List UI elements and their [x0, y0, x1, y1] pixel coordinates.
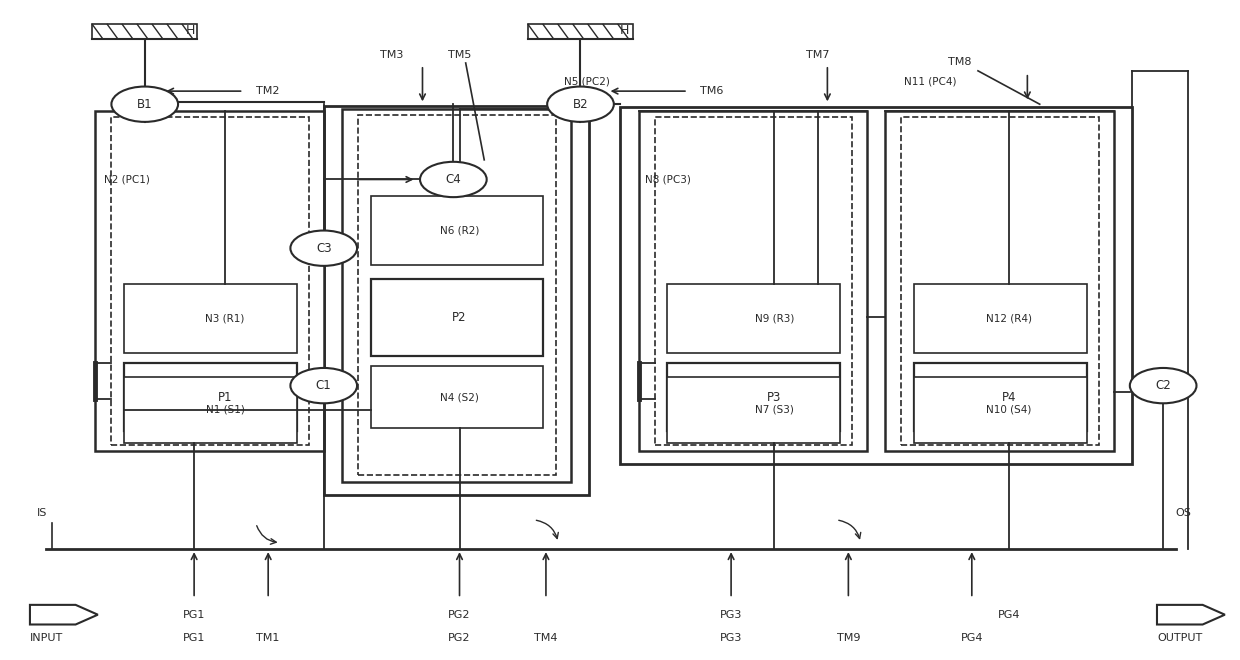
Text: TM2: TM2 [255, 86, 279, 96]
Text: P1: P1 [218, 391, 232, 403]
FancyArrow shape [1157, 605, 1225, 624]
Text: PG2: PG2 [449, 632, 471, 643]
Text: TM5: TM5 [448, 50, 471, 60]
Text: TM6: TM6 [701, 86, 724, 96]
Bar [371, 279, 543, 356]
Circle shape [1130, 368, 1197, 403]
Bar [914, 377, 1086, 443]
Bar [92, 24, 197, 39]
Text: PG4: PG4 [998, 610, 1021, 620]
Bar [371, 366, 543, 428]
Text: N12 (R4): N12 (R4) [986, 314, 1032, 323]
Text: PG4: PG4 [961, 632, 983, 643]
Text: P2: P2 [453, 311, 466, 324]
Circle shape [420, 162, 486, 197]
Bar [95, 111, 324, 451]
Text: N3 (R1): N3 (R1) [206, 314, 244, 323]
Text: TM7: TM7 [806, 50, 830, 60]
Text: PG2: PG2 [449, 610, 471, 620]
Bar [371, 196, 543, 265]
Bar [124, 284, 296, 353]
Text: B1: B1 [136, 98, 153, 111]
Bar [639, 111, 867, 451]
Text: H: H [620, 24, 630, 37]
Text: TM1: TM1 [257, 632, 280, 643]
Text: TM9: TM9 [837, 632, 861, 643]
Text: C4: C4 [445, 173, 461, 186]
Text: OUTPUT: OUTPUT [1157, 632, 1203, 643]
Bar [885, 111, 1114, 451]
Text: N2 (PC1): N2 (PC1) [104, 174, 150, 185]
Bar [528, 24, 632, 39]
Text: N5 (PC2): N5 (PC2) [564, 77, 610, 86]
Text: C3: C3 [316, 242, 331, 255]
Circle shape [547, 86, 614, 122]
Text: N11 (PC4): N11 (PC4) [904, 77, 956, 86]
Bar [342, 109, 570, 482]
Bar [667, 284, 839, 353]
Bar [914, 363, 1086, 432]
FancyArrow shape [30, 605, 98, 624]
Text: TM3: TM3 [379, 50, 403, 60]
Text: INPUT: INPUT [30, 632, 63, 643]
Text: TM4: TM4 [534, 632, 558, 643]
Bar [324, 106, 589, 495]
Text: C2: C2 [1156, 379, 1171, 392]
Circle shape [290, 230, 357, 266]
Bar [901, 117, 1099, 445]
Bar [124, 363, 296, 432]
Text: OS: OS [1176, 508, 1192, 518]
Bar [124, 377, 296, 443]
Bar [620, 108, 1132, 464]
Text: TM8: TM8 [947, 57, 971, 67]
Text: N9 (R3): N9 (R3) [755, 314, 794, 323]
Text: N1 (S1): N1 (S1) [206, 405, 244, 415]
Bar [358, 115, 556, 475]
Bar [655, 117, 852, 445]
Circle shape [112, 86, 179, 122]
Bar [667, 377, 839, 443]
Text: PG1: PG1 [184, 632, 206, 643]
Text: P4: P4 [1002, 391, 1016, 403]
Text: N4 (S2): N4 (S2) [440, 392, 479, 402]
Text: P3: P3 [768, 391, 781, 403]
Text: B2: B2 [573, 98, 588, 111]
Text: C1: C1 [316, 379, 331, 392]
Text: N10 (S4): N10 (S4) [986, 405, 1032, 415]
Text: PG3: PG3 [720, 632, 743, 643]
Bar [914, 284, 1086, 353]
Text: N7 (S3): N7 (S3) [755, 405, 794, 415]
Bar [112, 117, 309, 445]
Text: H: H [186, 24, 195, 37]
Text: PG1: PG1 [184, 610, 206, 620]
Text: N6 (R2): N6 (R2) [440, 225, 479, 235]
Text: N8 (PC3): N8 (PC3) [645, 174, 691, 185]
Text: PG3: PG3 [720, 610, 743, 620]
Text: IS: IS [37, 508, 47, 518]
Circle shape [290, 368, 357, 403]
Bar [667, 363, 839, 432]
